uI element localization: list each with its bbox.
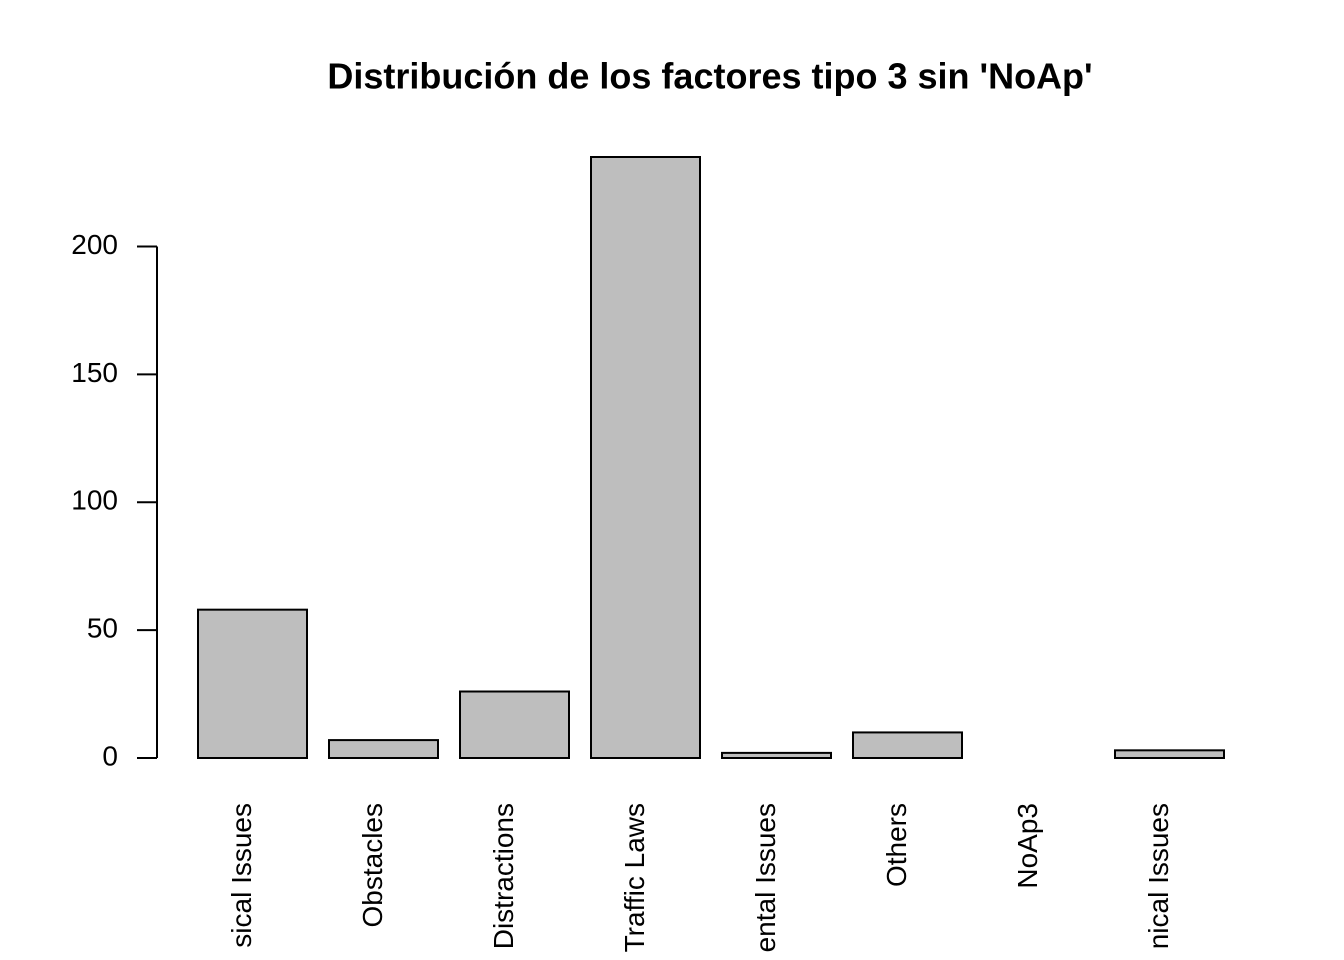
- bar: [197, 608, 308, 759]
- bar: [721, 751, 832, 760]
- y-tick-label: 0: [102, 740, 118, 771]
- x-tick-label: Distractions: [488, 803, 519, 949]
- x-tick-label: NoAp3: [1012, 803, 1043, 889]
- x-tick-label: Traffic Laws: [619, 803, 650, 952]
- y-tick-label: 200: [71, 229, 118, 260]
- x-tick-label: nical Issues: [1143, 803, 1174, 949]
- bar: [852, 731, 963, 760]
- bar: [328, 739, 439, 760]
- y-tick-label: 50: [87, 613, 118, 644]
- x-tick-label: Obstacles: [357, 803, 388, 928]
- y-tick-label: 100: [71, 485, 118, 516]
- chart-title: Distribución de los factores tipo 3 sin …: [327, 56, 1092, 97]
- bar: [590, 156, 701, 759]
- bar: [1114, 749, 1225, 759]
- x-tick-label: Others: [881, 803, 912, 887]
- bar: [459, 690, 570, 760]
- x-tick-label: ental Issues: [750, 803, 781, 952]
- y-tick-label: 150: [71, 357, 118, 388]
- x-tick-label: sical Issues: [226, 803, 257, 948]
